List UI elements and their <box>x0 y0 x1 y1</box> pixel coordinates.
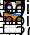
Bar <box>3 8 21 10</box>
Text: noise floor: noise floor <box>3 0 30 18</box>
Text: noise floor: noise floor <box>3 12 30 29</box>
Title: (b): (b) <box>0 0 29 7</box>
Bar <box>3 32 21 33</box>
Title: (c): (c) <box>0 0 28 18</box>
Text: 20% threshold: 20% threshold <box>15 24 30 35</box>
Bar <box>3 20 21 22</box>
